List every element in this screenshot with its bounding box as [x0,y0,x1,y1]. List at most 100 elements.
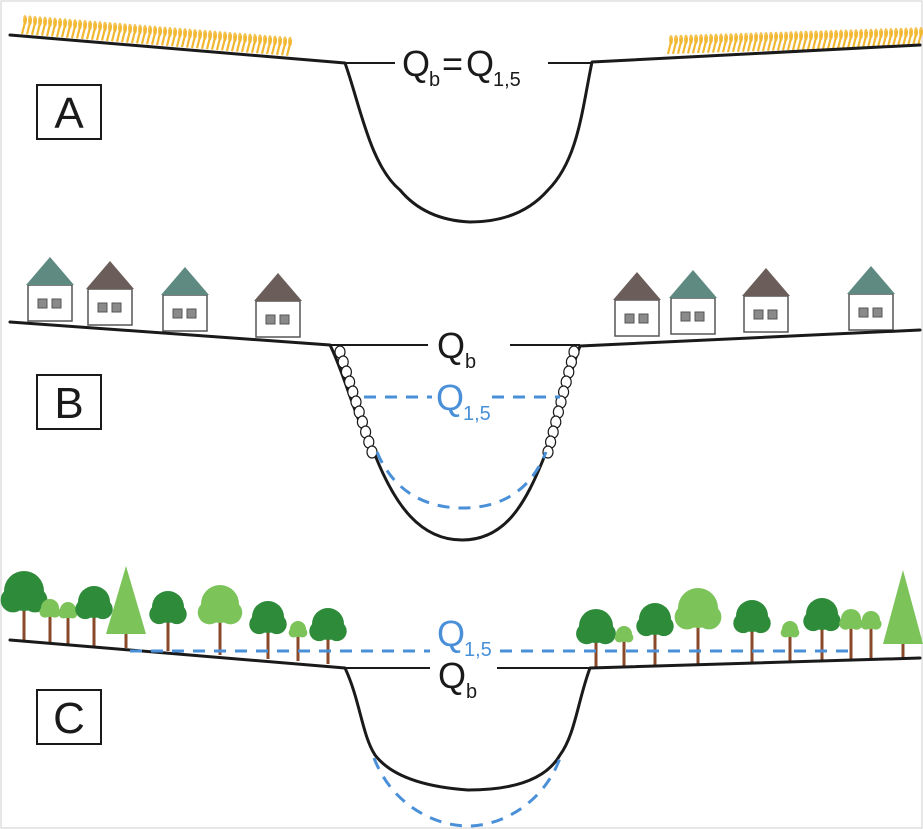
wheat-stalk [258,34,262,45]
wheat-stalk [679,34,683,45]
tree-crown [733,613,754,634]
wheat-stalk [749,32,753,43]
wheat-stalk [53,17,57,28]
tree-crown [309,621,330,642]
tree [58,602,78,644]
tree [75,586,113,646]
house-window [624,313,635,324]
wheat-stalk [133,24,137,35]
wheat-stalk [904,27,908,38]
channel-profile-a [8,33,922,224]
tree-crown [149,604,170,625]
wheat-stalk [704,33,708,44]
tree-crown [39,606,51,618]
panel-b-label-box [36,374,102,430]
house-window [767,309,778,320]
house-roof [161,267,209,295]
wheat-stalk [93,20,97,31]
wheat-stalk [198,29,202,40]
riprap-stone [366,445,378,459]
house-roof [86,261,134,289]
tree-crown [636,616,657,637]
house-roof [742,268,790,296]
wheat-stalk [23,15,27,25]
wheat-stalk [143,24,147,35]
panel-c-letter: C [53,694,85,743]
tree-crown [623,632,634,643]
wheat-stalk [73,19,77,30]
tree-crown [218,600,243,625]
wheat-stalk [288,36,292,47]
wheat-stalk [689,34,693,45]
house-window [37,298,48,309]
tree-crown [594,623,616,645]
wheat-stalk [193,28,197,39]
wheat-stalk [43,16,47,27]
tree [733,600,771,662]
wheat-stalk [78,19,82,30]
q15-channel-bed-b [375,451,548,510]
wheat-stalk [734,32,738,43]
tree-crown [860,618,872,630]
wheat-stalk [158,26,162,37]
tree-crown [197,600,222,625]
wheat-stalk [699,34,703,45]
wheat-stalk [223,31,227,42]
tree-crown [92,599,113,620]
wheat-stalk [819,30,823,41]
wheat-stalk [153,25,157,36]
wheat-stalk [889,27,893,38]
house [254,273,302,338]
wheat-stalk [118,22,122,33]
wheat-stalk [88,20,92,31]
wheat-stalk [804,30,808,41]
tree [39,599,61,643]
house-window [638,313,649,324]
tree-crown [789,627,800,638]
wheat-stalk [674,34,678,45]
wheat-stalk [919,27,923,37]
qb-subscript-b: b [465,351,476,373]
wheat-stalk [33,15,37,26]
floodplain-trees [0,566,923,667]
wheat-stalk [869,28,873,39]
house [613,272,661,337]
wheat-stalk [669,35,673,45]
wheat-stalk [138,24,142,35]
house-roof [847,266,895,294]
tree [780,621,800,661]
wheat-stalk [58,17,62,28]
crop-field-right [666,27,923,55]
tree-crown [614,632,625,643]
wheat-stalk [243,33,247,44]
wheat-stalk [724,33,728,44]
wheat-stalk [208,30,212,41]
q15-symbol-a: Q [466,43,494,84]
wheat-stalk [854,29,858,40]
riprap-bank-protection [334,345,580,459]
tree-crown [820,611,841,632]
tree-crown [49,606,61,618]
wheat-stalk [183,28,187,39]
wheat-stalk [719,33,723,44]
tree-crown [576,623,598,645]
wheat-stalk [48,17,52,28]
tree [803,598,841,660]
q15-channel-bed-c [372,757,562,828]
wheat-stalk [874,28,878,39]
wheat-stalk [809,30,813,41]
wheat-stalk [203,29,207,40]
house-window [172,308,183,319]
tree-crown [249,614,270,635]
tree-crown [839,617,852,630]
house-window [279,314,290,325]
wheat-stalk [779,31,783,42]
wheat-stalk [834,29,838,40]
tree-crown [803,611,824,632]
wheat-stalk [233,32,237,43]
house-window [753,309,764,320]
q15-symbol-c: Q [437,613,465,654]
wheat-stalk [839,29,843,40]
